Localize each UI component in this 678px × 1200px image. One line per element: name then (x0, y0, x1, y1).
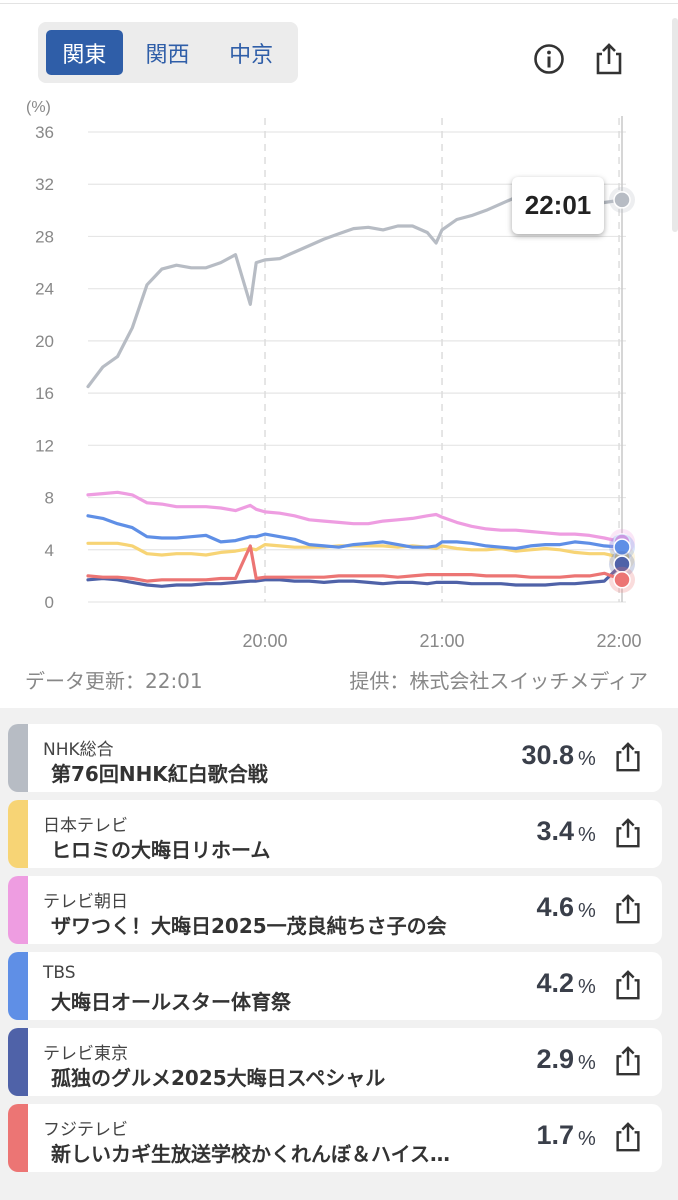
station-card[interactable]: NHK総合 第76回NHK紅白歌合戦 30.8 % (8, 724, 662, 792)
rating-unit: % (578, 976, 596, 998)
series-line (86, 544, 624, 583)
share-chart-button[interactable] (588, 38, 630, 80)
rating-unit: % (578, 824, 596, 846)
scrollbar[interactable] (672, 18, 678, 232)
info-icon (534, 44, 564, 74)
station-card[interactable]: TBS 大晦日オールスター体育祭 4.2 % (8, 952, 662, 1020)
tab-chukyo[interactable]: 中京 (229, 42, 274, 68)
station-name: TBS (43, 963, 76, 983)
footer-info: データ更新：22:01 提供：株式会社スイッチメディア (0, 665, 678, 695)
rating-value: 4.2 (536, 968, 574, 998)
series-line (86, 490, 624, 544)
program-title: ヒロミの大晦日リホーム (51, 838, 271, 862)
y-tick-label: 36 (35, 123, 54, 142)
program-title: 第76回NHK紅白歌合戦 (51, 762, 268, 786)
x-tick-label: 20:00 (242, 631, 287, 651)
share-icon (616, 818, 640, 848)
rating-value: 4.6 (536, 892, 574, 922)
station-name: フジテレビ (43, 1120, 128, 1140)
station-name: NHK総合 (43, 740, 114, 760)
tab-kansai[interactable]: 関西 (145, 42, 190, 68)
station-color-bar (8, 952, 28, 1020)
x-tick-label: 21:00 (420, 631, 465, 651)
station-card[interactable]: フジテレビ 新しいカギ生放送学校かくれんぼ＆ハイス… 1.7 % (8, 1104, 662, 1172)
station-color-bar (8, 876, 28, 944)
y-tick-label: 24 (35, 280, 54, 299)
station-card[interactable]: テレビ東京 孤独のグルメ2025大晦日スペシャル 2.9 % (8, 1028, 662, 1096)
update-time: データ更新：22:01 (25, 669, 203, 693)
station-card[interactable]: 日本テレビ ヒロミの大晦日リホーム 3.4 % (8, 800, 662, 868)
y-tick-label: 16 (35, 384, 54, 403)
rating-value: 3.4 (536, 816, 574, 846)
station-color-bar (8, 1104, 28, 1172)
share-button[interactable] (611, 968, 645, 1002)
share-icon (616, 1046, 640, 1076)
share-button[interactable] (611, 1120, 645, 1154)
ratings-chart: 0 4 8 12 16 20 24 28 32 36 (%) 20:00 21:00 22:00 22:0… (0, 90, 678, 660)
station-list: NHK総合 第76回NHK紅白歌合戦 30.8 % 日本テレビ ヒロミの大晦日リ… (0, 708, 678, 1200)
share-button[interactable] (611, 740, 645, 774)
series-line (86, 514, 624, 551)
series-end-point (613, 191, 631, 209)
station-color-bar (8, 800, 28, 868)
provider-credit: 提供：株式会社スイッチメディア (349, 669, 648, 693)
series-end-point (613, 538, 631, 556)
share-button[interactable] (611, 1044, 645, 1078)
rating-value: 30.8 (521, 740, 574, 770)
y-tick-label: 4 (45, 541, 54, 560)
y-tick-label: 0 (45, 593, 54, 612)
station-color-bar (8, 724, 28, 792)
station-name: テレビ東京 (43, 1044, 128, 1064)
share-icon (616, 970, 640, 1000)
ratings-line-chart: 0 4 8 12 16 20 24 28 32 36 (%) 20:00 21:00 22:00 (26, 99, 642, 651)
rating-value: 2.9 (536, 1044, 574, 1074)
share-icon (596, 43, 622, 75)
share-icon (616, 742, 640, 772)
program-title: 大晦日オールスター体育祭 (51, 990, 291, 1014)
y-tick-label: 28 (35, 227, 54, 246)
rating-unit: % (578, 1128, 596, 1150)
y-axis-label: (%) (26, 99, 51, 116)
series-line (86, 562, 624, 588)
x-tick-label: 22:00 (597, 631, 642, 651)
region-tab-bar: 関東 関西 中京 (38, 22, 298, 83)
y-tick-label: 20 (35, 332, 54, 351)
program-title: 新しいカギ生放送学校かくれんぼ＆ハイス… (51, 1142, 450, 1166)
info-button[interactable] (528, 38, 570, 80)
y-tick-label: 12 (35, 436, 54, 455)
share-button[interactable] (611, 892, 645, 926)
rating-unit: % (578, 900, 596, 922)
tab-kanto[interactable]: 関東 (46, 30, 123, 75)
station-name: テレビ朝日 (43, 892, 128, 912)
rating-value: 1.7 (536, 1120, 574, 1150)
rating-unit: % (578, 1052, 596, 1074)
program-title: 孤独のグルメ2025大晦日スペシャル (51, 1066, 386, 1090)
share-icon (616, 894, 640, 924)
top-divider (0, 0, 678, 4)
station-color-bar (8, 1028, 28, 1096)
share-button[interactable] (611, 816, 645, 850)
station-card[interactable]: テレビ朝日 ザワつく！大晦日2025一茂良純ちさ子の会 4.6 % (8, 876, 662, 944)
y-tick-label: 32 (35, 175, 54, 194)
y-tick-label: 8 (45, 489, 54, 508)
time-tooltip: 22:01 (512, 177, 604, 234)
rating-unit: % (578, 748, 596, 770)
series-end-point (613, 571, 631, 589)
station-name: 日本テレビ (43, 816, 128, 836)
share-icon (616, 1122, 640, 1152)
program-title: ザワつく！大晦日2025一茂良純ちさ子の会 (51, 914, 447, 938)
